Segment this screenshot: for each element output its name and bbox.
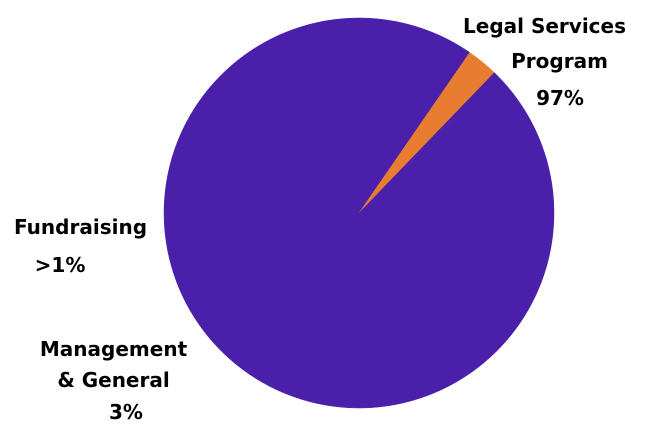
pie-slices [163, 17, 555, 409]
slice-label-management-general: Management & General 3% [40, 337, 194, 424]
percent-label-fundraising: >1% [35, 253, 86, 277]
percent-label-management-general: 3% [109, 400, 143, 424]
pie-slice-fundraising [358, 72, 499, 214]
percent-label-legal-services: 97% [536, 86, 584, 110]
slice-label-fundraising: Fundraising >1% [14, 215, 154, 277]
slice-label-legal-services: Legal Services Program 97% [463, 14, 633, 110]
